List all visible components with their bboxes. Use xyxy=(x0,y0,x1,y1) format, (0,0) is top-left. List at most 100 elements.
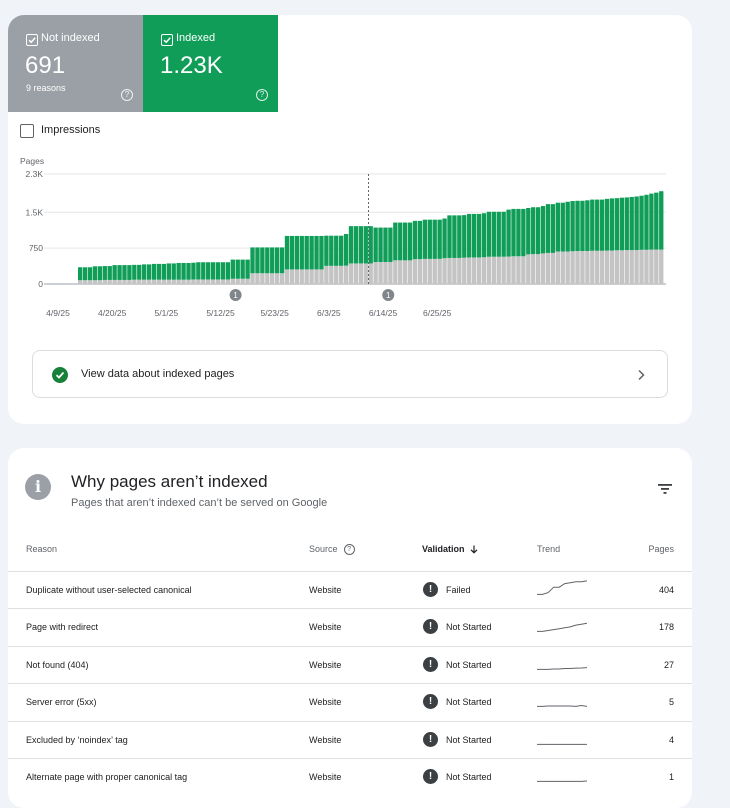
bar-indexed[interactable] xyxy=(265,247,270,274)
bar-indexed[interactable] xyxy=(196,262,201,280)
bar-indexed[interactable] xyxy=(122,265,127,280)
bar-indexed[interactable] xyxy=(570,201,575,252)
column-header-pages[interactable]: Pages xyxy=(648,544,674,554)
bar-not-indexed[interactable] xyxy=(565,251,570,284)
not-indexed-tile[interactable]: Not indexed 691 9 reasons ? xyxy=(8,15,143,112)
help-icon[interactable]: ? xyxy=(343,544,355,556)
bar-indexed[interactable] xyxy=(604,198,610,251)
bar-not-indexed[interactable] xyxy=(250,273,255,284)
bar-not-indexed[interactable] xyxy=(447,257,452,284)
bar-not-indexed[interactable] xyxy=(629,250,634,284)
bar-not-indexed[interactable] xyxy=(78,280,83,284)
bar-indexed[interactable] xyxy=(398,222,403,261)
bar-not-indexed[interactable] xyxy=(255,273,260,284)
bar-indexed[interactable] xyxy=(491,211,496,257)
bar-not-indexed[interactable] xyxy=(398,260,403,284)
bar-not-indexed[interactable] xyxy=(146,279,152,284)
bar-indexed[interactable] xyxy=(171,263,176,280)
bar-indexed[interactable] xyxy=(496,211,501,257)
bar-indexed[interactable] xyxy=(230,259,235,279)
bar-indexed[interactable] xyxy=(476,213,482,258)
bar-indexed[interactable] xyxy=(319,235,324,270)
bar-not-indexed[interactable] xyxy=(570,251,575,284)
bar-indexed[interactable] xyxy=(250,247,255,274)
bar-not-indexed[interactable] xyxy=(210,279,216,284)
bar-indexed[interactable] xyxy=(521,208,526,257)
bar-not-indexed[interactable] xyxy=(319,269,324,284)
bar-indexed[interactable] xyxy=(260,247,265,274)
bar-not-indexed[interactable] xyxy=(161,279,167,284)
bar-indexed[interactable] xyxy=(545,204,551,253)
bar-not-indexed[interactable] xyxy=(407,260,413,284)
table-row[interactable]: Duplicate without user-selected canonica… xyxy=(8,571,692,609)
bar-not-indexed[interactable] xyxy=(127,279,132,284)
bar-indexed[interactable] xyxy=(388,227,393,262)
bar-not-indexed[interactable] xyxy=(624,250,629,284)
column-header-trend[interactable]: Trend xyxy=(537,544,561,554)
bar-indexed[interactable] xyxy=(78,267,83,281)
bar-not-indexed[interactable] xyxy=(215,279,221,284)
bar-indexed[interactable] xyxy=(363,226,368,264)
bar-indexed[interactable] xyxy=(186,262,191,280)
bar-indexed[interactable] xyxy=(599,199,605,251)
bar-not-indexed[interactable] xyxy=(92,280,98,284)
bar-indexed[interactable] xyxy=(447,215,452,258)
bar-indexed[interactable] xyxy=(146,264,152,280)
bar-not-indexed[interactable] xyxy=(599,250,605,284)
bar-not-indexed[interactable] xyxy=(348,263,354,284)
checkbox-checked-icon[interactable] xyxy=(26,34,38,46)
bar-not-indexed[interactable] xyxy=(265,273,270,284)
bar-indexed[interactable] xyxy=(201,262,206,280)
bar-indexed[interactable] xyxy=(501,211,506,257)
bar-indexed[interactable] xyxy=(334,235,339,266)
bar-indexed[interactable] xyxy=(585,200,590,251)
bar-not-indexed[interactable] xyxy=(289,269,295,284)
bar-indexed[interactable] xyxy=(284,235,290,270)
bar-indexed[interactable] xyxy=(634,196,639,251)
bar-not-indexed[interactable] xyxy=(137,279,142,284)
bar-indexed[interactable] xyxy=(107,266,112,280)
bar-not-indexed[interactable] xyxy=(590,250,595,284)
bar-indexed[interactable] xyxy=(407,222,413,261)
bar-not-indexed[interactable] xyxy=(240,278,245,284)
bar-not-indexed[interactable] xyxy=(471,257,477,284)
bar-not-indexed[interactable] xyxy=(176,279,181,284)
bar-not-indexed[interactable] xyxy=(314,269,319,284)
bar-not-indexed[interactable] xyxy=(432,258,437,284)
checkbox-checked-icon[interactable] xyxy=(161,34,173,46)
bar-indexed[interactable] xyxy=(417,220,423,260)
table-row[interactable]: Alternate page with proper canonical tag… xyxy=(8,758,692,796)
bar-not-indexed[interactable] xyxy=(191,279,196,284)
bar-not-indexed[interactable] xyxy=(368,263,373,284)
bar-not-indexed[interactable] xyxy=(343,265,349,284)
bar-indexed[interactable] xyxy=(92,266,98,281)
bar-indexed[interactable] xyxy=(462,215,467,258)
bar-not-indexed[interactable] xyxy=(196,279,201,284)
bar-not-indexed[interactable] xyxy=(304,269,309,284)
help-icon[interactable]: ? xyxy=(256,89,268,101)
bar-not-indexed[interactable] xyxy=(245,278,250,284)
bar-not-indexed[interactable] xyxy=(220,279,226,284)
bar-not-indexed[interactable] xyxy=(442,258,447,284)
bar-not-indexed[interactable] xyxy=(486,256,492,284)
table-row[interactable]: Server error (5xx) Website! Not Started 5 xyxy=(8,683,692,721)
bar-indexed[interactable] xyxy=(225,262,231,280)
bar-indexed[interactable] xyxy=(151,263,157,280)
bar-indexed[interactable] xyxy=(644,194,649,250)
bar-not-indexed[interactable] xyxy=(260,273,265,284)
bar-indexed[interactable] xyxy=(560,202,565,252)
bar-indexed[interactable] xyxy=(304,235,309,270)
bar-indexed[interactable] xyxy=(279,247,285,274)
bar-indexed[interactable] xyxy=(117,265,122,280)
bar-not-indexed[interactable] xyxy=(171,279,176,284)
bar-indexed[interactable] xyxy=(270,247,275,274)
bar-not-indexed[interactable] xyxy=(501,256,506,284)
bar-indexed[interactable] xyxy=(112,265,117,280)
bar-not-indexed[interactable] xyxy=(516,256,521,284)
bar-not-indexed[interactable] xyxy=(580,251,585,284)
bar-indexed[interactable] xyxy=(102,266,107,280)
bar-not-indexed[interactable] xyxy=(595,250,600,284)
bar-indexed[interactable] xyxy=(166,263,171,280)
bar-not-indexed[interactable] xyxy=(644,249,649,284)
bar-indexed[interactable] xyxy=(383,227,388,262)
